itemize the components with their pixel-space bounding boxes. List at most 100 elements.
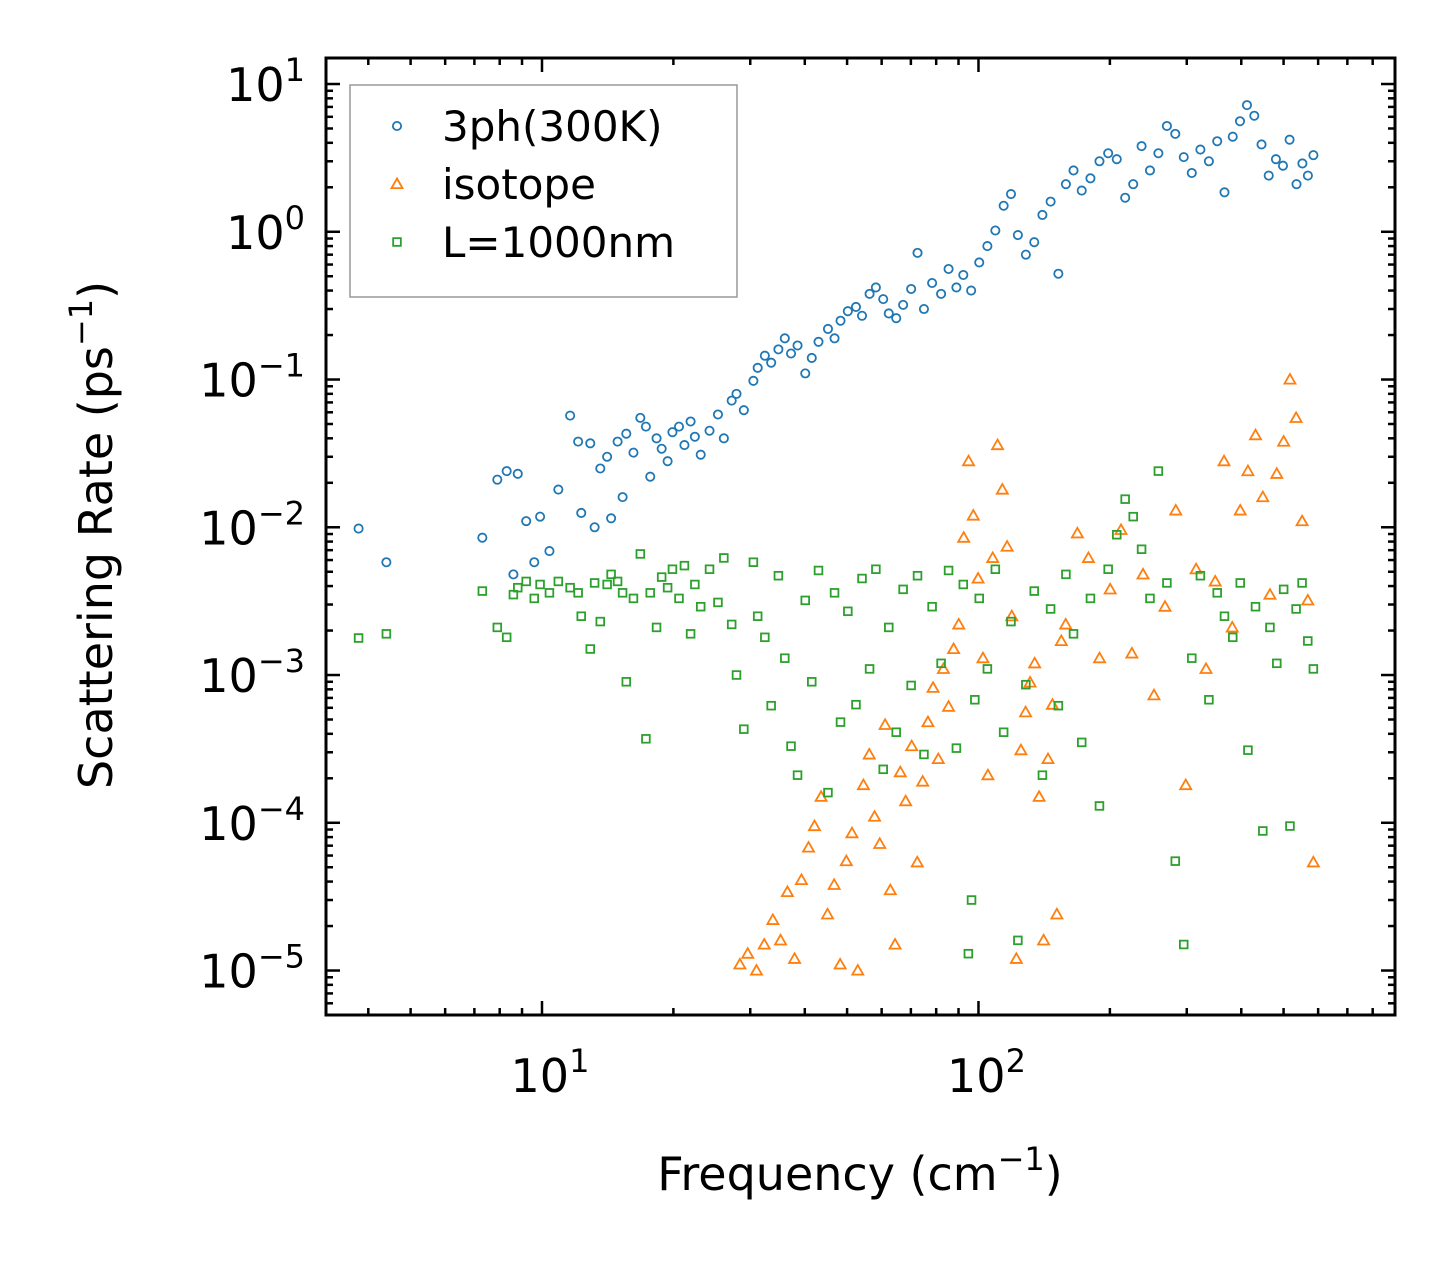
data-point-1-70 [936,288,947,299]
data-point-3-94 [1112,529,1122,540]
data-point-3-37 [704,564,715,574]
data-point-2-13 [820,907,835,920]
data-point-1-41 [731,388,742,399]
data-point-1-32 [673,421,685,432]
data-point-3-35 [690,579,700,590]
data-point-1-103 [1203,156,1214,167]
data-point-3-54 [823,787,833,798]
data-point-3-118 [1297,578,1307,588]
data-point-3-48 [780,653,790,663]
data-point-1-96 [1144,165,1155,176]
data-point-3-99 [1153,466,1164,476]
data-point-1-112 [1270,154,1281,165]
data-point-1-7 [512,468,523,479]
data-point-1-10 [535,511,546,522]
data-point-3-5 [501,632,512,643]
data-point-2-39 [961,453,976,467]
data-point-2-16 [839,853,854,867]
data-point-1-50 [792,340,803,351]
data-point-1-118 [1308,150,1319,161]
legend-entry-1: 3ph(300K) [391,102,662,151]
data-point-2-80 [1255,489,1270,503]
data-point-2-10 [801,840,816,853]
data-point-3-67 [912,570,923,581]
data-point-3-91 [1085,593,1096,604]
data-point-1-95 [1136,141,1147,152]
data-point-2-44 [985,550,1000,563]
data-point-1-5 [501,466,512,477]
series-square [353,466,1319,959]
data-point-3-49 [786,741,796,751]
y-tick-label: 101 [226,51,305,112]
data-point-3-78 [982,664,993,674]
data-point-2-35 [941,699,956,712]
data-point-3-77 [974,593,984,604]
data-point-2-25 [888,937,903,950]
data-point-1-44 [752,362,763,373]
data-point-1-108 [1241,100,1252,111]
data-point-3-14 [573,588,583,598]
data-point-3-86 [1045,604,1056,614]
data-point-2-74 [1208,574,1223,587]
data-point-1-63 [883,308,894,319]
data-point-3-52 [807,677,817,687]
legend: 3ph(300K) isotope L=1000nm [349,84,738,298]
data-point-3-38 [713,597,723,608]
data-point-1-52 [806,352,817,363]
data-point-2-5 [765,912,780,925]
data-point-3-21 [612,576,623,587]
data-point-2-11 [807,818,822,832]
data-point-1-31 [667,427,678,438]
data-point-3-104 [1195,570,1206,581]
data-point-1-37 [704,425,715,436]
data-point-3-80 [998,727,1009,737]
data-point-3-39 [719,553,729,563]
x-tick-label: 102 [947,1042,1026,1103]
data-point-1-66 [906,283,917,295]
data-point-3-3 [477,586,488,596]
data-point-1-83 [1037,209,1048,220]
data-point-2-76 [1225,620,1240,633]
data-point-1-27 [645,471,656,482]
data-point-3-68 [919,749,929,760]
data-point-1-91 [1103,148,1114,159]
data-point-2-84 [1282,372,1298,385]
data-point-3-47 [773,570,784,581]
data-point-2-40 [966,508,981,521]
data-point-1-60 [864,288,875,299]
data-point-1-42 [738,405,749,416]
data-point-3-55 [829,588,840,598]
y-tick-label: 10−3 [199,642,305,703]
data-point-3-58 [851,699,861,710]
data-point-3-93 [1103,564,1113,574]
data-point-3-16 [585,644,596,654]
data-point-3-81 [1006,616,1016,627]
data-point-3-40 [726,619,737,630]
data-point-1-92 [1111,154,1122,165]
data-point-3-76 [970,695,980,705]
data-point-3-74 [963,948,974,959]
y-tick-label: 10−4 [199,790,305,851]
data-point-3-103 [1187,653,1197,663]
data-point-2-82 [1269,466,1284,479]
data-point-2-50 [1013,742,1028,756]
data-point-2-83 [1276,434,1291,447]
data-point-2-78 [1240,463,1255,477]
data-point-3-63 [884,622,894,633]
data-point-3-69 [927,601,937,612]
data-point-3-89 [1068,629,1079,639]
data-point-1-104 [1212,136,1223,147]
series-circle [353,100,1319,580]
data-point-2-21 [867,809,882,822]
data-point-1-26 [640,421,651,432]
data-point-1-8 [521,516,532,527]
data-point-1-15 [576,507,587,518]
data-point-3-116 [1285,821,1295,831]
data-point-3-115 [1278,584,1289,595]
data-point-3-26 [641,734,651,744]
data-point-1-80 [1012,230,1023,241]
data-point-1-100 [1178,152,1189,163]
data-point-2-70 [1168,503,1183,516]
data-point-3-15 [576,611,586,621]
data-point-2-62 [1081,550,1096,563]
